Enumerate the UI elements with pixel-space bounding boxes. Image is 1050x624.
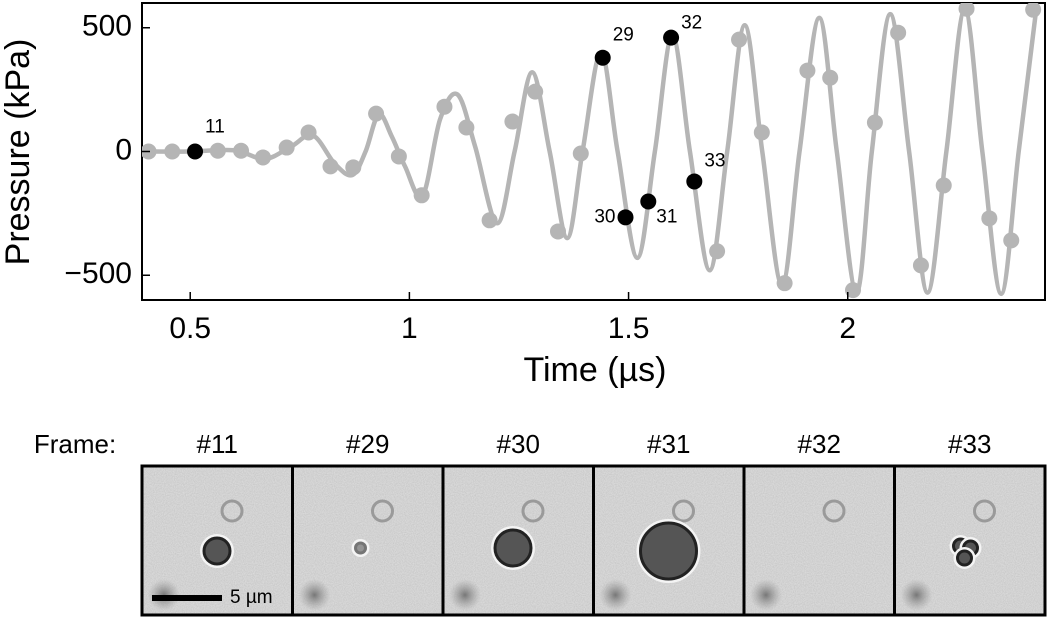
background-bubble	[672, 499, 695, 523]
sample-point	[209, 142, 226, 159]
sample-point	[481, 212, 498, 229]
x-axis-label: Time (µs)	[524, 351, 667, 389]
sample-point	[278, 139, 295, 156]
sample-point	[254, 149, 271, 166]
sample-point	[912, 257, 929, 274]
background-particle	[900, 579, 933, 611]
point-label: 32	[681, 13, 702, 34]
sample-point	[866, 114, 883, 131]
sample-point	[935, 177, 952, 194]
frame-label: #33	[948, 429, 991, 459]
sample-point	[709, 243, 726, 260]
sample-point	[799, 62, 816, 79]
frame-label: #29	[346, 429, 389, 459]
y-axis-label: Pressure (kPa)	[0, 39, 37, 266]
highlight-point	[617, 209, 634, 226]
y-tick-label: −500	[64, 257, 132, 290]
sample-point	[572, 145, 589, 162]
background-bubble	[220, 499, 244, 523]
background-particle	[298, 579, 331, 611]
sample-point	[890, 24, 907, 41]
point-label: 30	[594, 206, 615, 227]
sample-point	[345, 159, 362, 176]
sample-point	[753, 124, 770, 141]
sample-point	[390, 148, 407, 165]
frame-image	[140, 464, 294, 617]
frame-label: #32	[798, 429, 841, 459]
scale-bar-label: 5 µm	[230, 587, 273, 608]
frame-image	[592, 464, 746, 617]
background-bubble	[822, 499, 846, 523]
frame-label: #11	[197, 429, 238, 459]
frame-label: #30	[497, 429, 540, 459]
highlight-point	[663, 29, 680, 46]
sample-point	[436, 98, 453, 115]
bubble	[354, 541, 367, 555]
frame-image	[742, 464, 896, 617]
frame-row-label: Frame:	[34, 429, 116, 459]
x-tick-label: 1.5	[608, 312, 650, 345]
sample-point	[368, 105, 385, 122]
x-tick-label: 1	[401, 312, 418, 345]
y-tick-label: 0	[115, 133, 132, 166]
bubble	[639, 521, 698, 581]
background-bubble	[371, 499, 394, 523]
point-label: 29	[613, 25, 634, 46]
sample-point	[300, 124, 317, 141]
x-tick-label: 0.5	[169, 312, 211, 345]
sample-point	[958, 3, 975, 17]
point-label: 33	[704, 150, 725, 171]
y-tick-label: 500	[82, 10, 132, 43]
point-label: 11	[205, 117, 225, 138]
sample-point	[164, 143, 181, 160]
highlight-point	[594, 49, 611, 66]
highlight-point	[686, 173, 703, 190]
sample-point	[1003, 232, 1020, 249]
sample-point	[822, 69, 839, 86]
frame-image	[893, 464, 1047, 617]
x-tick-label: 2	[839, 312, 856, 345]
sample-point	[731, 31, 748, 48]
bubble	[202, 536, 232, 566]
frame-label: #31	[647, 429, 690, 459]
sample-point	[549, 223, 566, 240]
frame-image	[291, 464, 445, 617]
background-bubble	[521, 499, 545, 523]
background-bubble	[973, 499, 996, 523]
sample-point	[322, 158, 339, 175]
sample-point	[504, 113, 521, 130]
background-particle	[599, 579, 632, 611]
sample-point	[527, 83, 544, 100]
frame-border	[893, 464, 1047, 617]
sample-point	[776, 275, 793, 292]
bubble	[956, 549, 973, 567]
background-particle	[449, 579, 481, 611]
sample-point	[233, 142, 250, 159]
point-label: 31	[656, 207, 677, 228]
sample-point	[413, 187, 430, 204]
sample-point	[1025, 3, 1042, 18]
highlight-point	[187, 143, 204, 160]
frame-image	[441, 464, 595, 617]
sample-point	[845, 282, 862, 299]
background-particle	[750, 579, 782, 611]
sample-point	[981, 210, 998, 227]
highlight-point	[640, 193, 657, 210]
bubble	[493, 528, 533, 568]
sample-point	[458, 119, 475, 136]
pressure-curve	[142, 6, 1039, 297]
